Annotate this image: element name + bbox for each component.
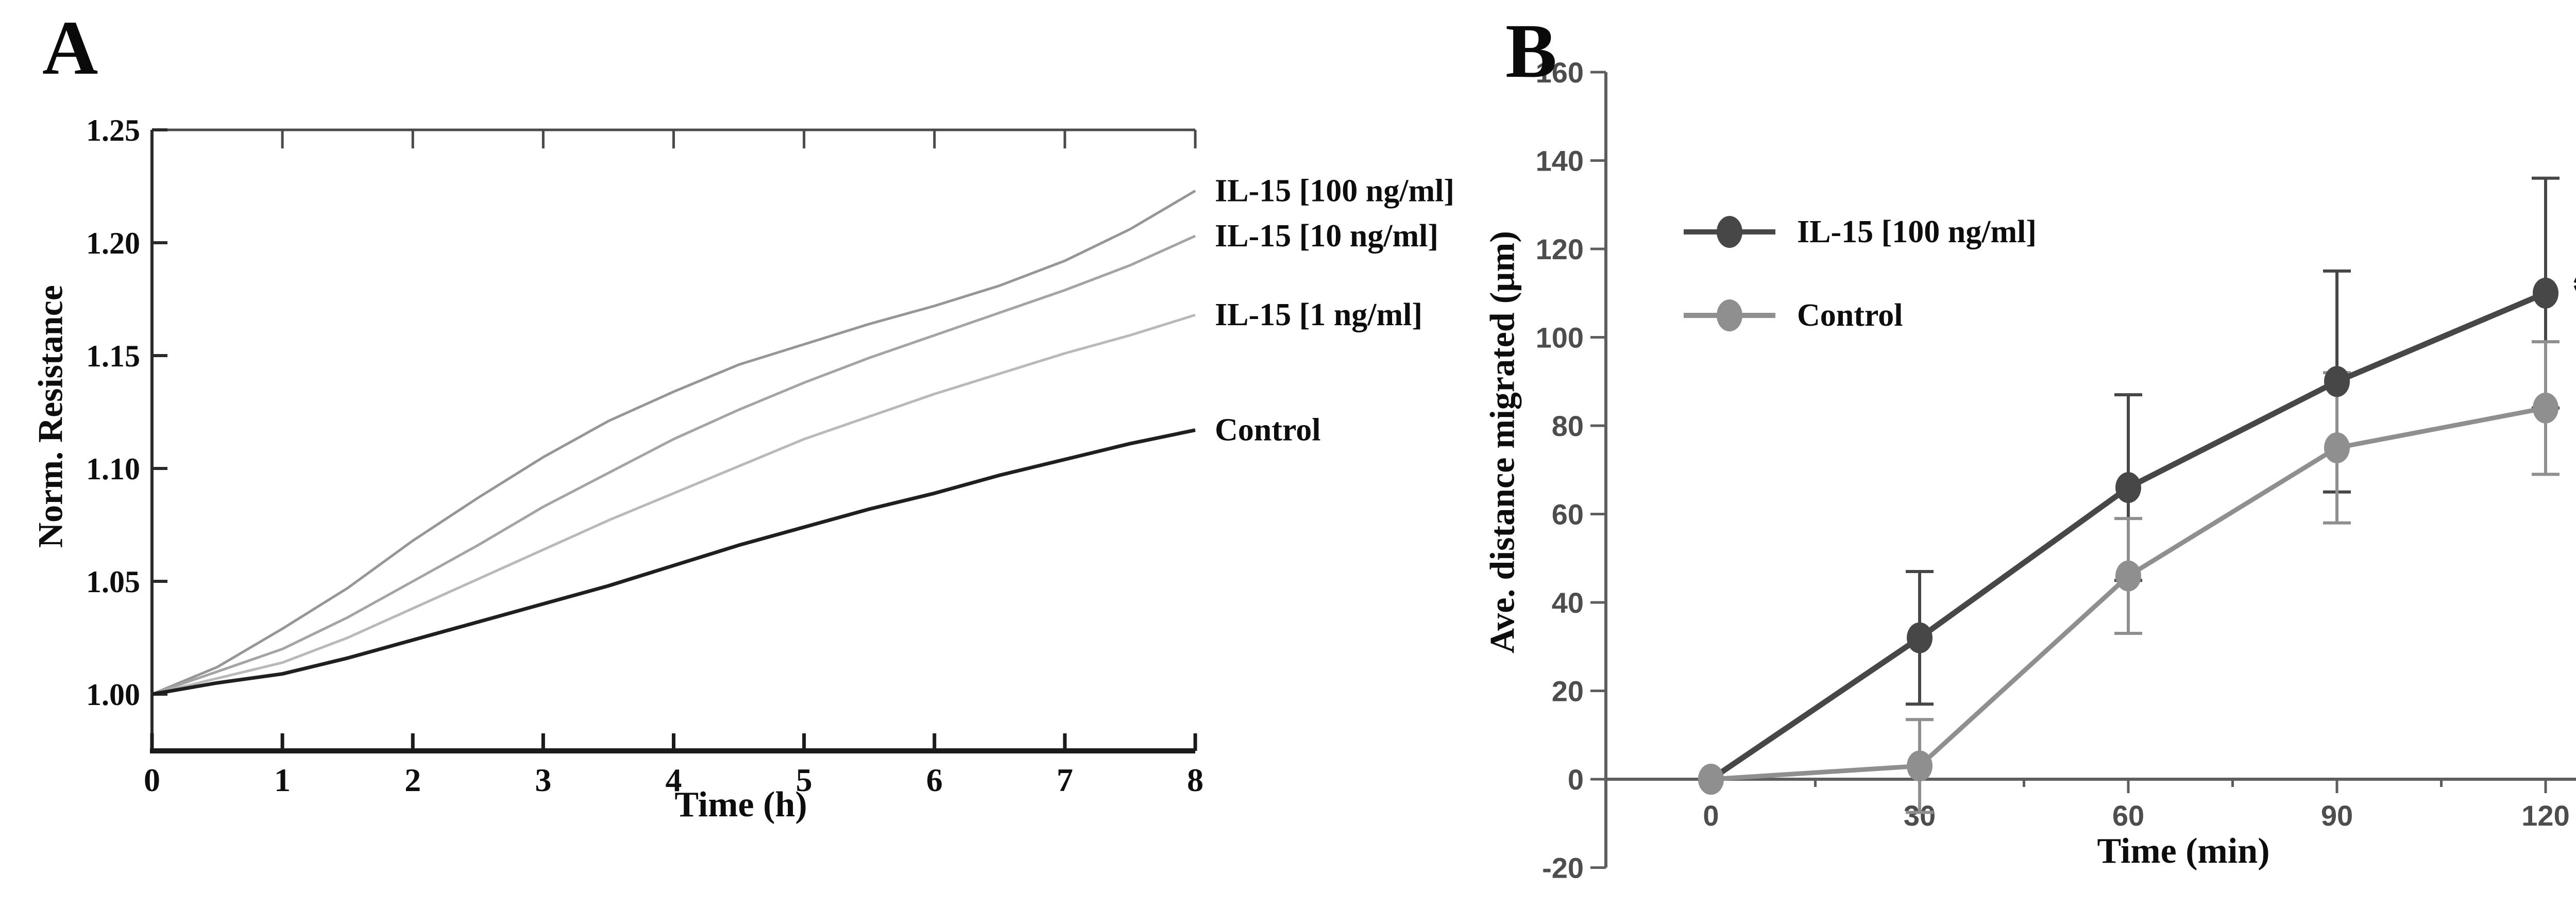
panel-b-x-tick-label: 60	[2112, 799, 2144, 832]
data-point-marker	[1907, 750, 1933, 782]
data-point-marker	[2324, 366, 2350, 397]
panel-b-x-tick-label: 0	[1703, 799, 1719, 832]
panel-a-x-tick-label: 8	[1187, 762, 1204, 798]
panel-b-y-tick-label: 140	[1536, 145, 1584, 177]
legend-label-il15: IL-15 [100 ng/ml]	[1797, 214, 2037, 249]
panel-a-x-tick-label: 0	[144, 762, 160, 798]
panel-a-y-tick-label: 1.25	[86, 113, 140, 147]
panel-a-x-tick-label: 1	[274, 762, 291, 798]
data-point-marker	[2115, 560, 2141, 592]
panel-b-letter: B	[1505, 8, 1557, 94]
data-point-marker	[2533, 277, 2558, 309]
legend-swatch-control	[1684, 297, 1775, 334]
panel-a-curve	[151, 190, 1196, 696]
panel-a-y-tick-label: 1.00	[86, 678, 140, 712]
panel-b-y-tick-label: 160	[1536, 56, 1584, 89]
data-point-marker	[1907, 622, 1933, 653]
legend-label-control: Control	[1797, 297, 1903, 333]
panel-a-y-axis-title: Norm. Resistance	[30, 285, 70, 548]
panel-a-letter: A	[42, 5, 98, 91]
legend-item-control: Control	[1684, 297, 1903, 334]
panel-a-x-tick-label: 2	[404, 762, 421, 798]
panel-b-y-tick-label: 100	[1536, 322, 1584, 354]
panel-a-x-axis-title: Time (h)	[674, 785, 807, 825]
legend-marker-icon	[1717, 216, 1742, 248]
panel-b-y-tick-label: 80	[1552, 410, 1584, 442]
legend-item-il15: IL-15 [100 ng/ml]	[1684, 213, 2037, 250]
panel-a-x-tick-label: 5	[796, 762, 812, 798]
significance-stars: ***	[2572, 268, 2576, 312]
panel-a-y-tick-label: 1.05	[86, 565, 140, 599]
panel-a-curve	[151, 428, 1196, 696]
panel-a-y-tick-label: 1.20	[86, 226, 140, 260]
panel-a-curve	[151, 234, 1196, 696]
panel-a-x-tick-label: 6	[926, 762, 943, 798]
data-point-marker	[2324, 432, 2350, 463]
panel-b-y-tick-label: 120	[1536, 233, 1584, 265]
panel-a-y-tick-label: 1.10	[86, 452, 140, 486]
panel-a-y-tick-label: 1.15	[86, 339, 140, 373]
panel-a-curve-label: IL-15 [10 ng/ml]	[1215, 219, 1438, 254]
panel-a-x-tick-label: 4	[666, 762, 682, 798]
data-point-marker	[1698, 764, 1724, 795]
panel-b-y-tick-label: 20	[1552, 675, 1584, 708]
panel-a-curve-label: IL-15 [100 ng/ml]	[1215, 173, 1454, 208]
panel-b-y-tick-label: 60	[1552, 498, 1584, 531]
panel-b-y-tick-label: -20	[1542, 852, 1584, 884]
panel-b-y-tick-label: 40	[1552, 586, 1584, 619]
panel-a-x-tick-label: 7	[1057, 762, 1073, 798]
panel-b-x-tick-label: 90	[2321, 799, 2353, 832]
panel-b-x-tick-label: 120	[2521, 799, 2569, 832]
panel-a-curve-label: Control	[1215, 413, 1321, 448]
panel-b-y-axis-title: Ave. distance migrated (µm)	[1482, 231, 1522, 653]
legend-swatch-il15	[1684, 213, 1775, 250]
panel-b-y-tick-label: 0	[1568, 763, 1584, 796]
panel-b-x-axis-title: Time (min)	[2097, 831, 2270, 871]
panel-a-x-tick-label: 3	[535, 762, 551, 798]
legend-marker-icon	[1717, 299, 1742, 331]
panel-a-curve-label: IL-15 [1 ng/ml]	[1215, 297, 1422, 332]
data-point-marker	[2533, 392, 2558, 424]
data-point-marker	[2115, 472, 2141, 504]
panel-a-curve	[151, 313, 1196, 696]
